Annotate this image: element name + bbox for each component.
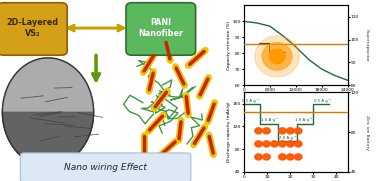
Circle shape bbox=[269, 49, 285, 64]
Circle shape bbox=[287, 141, 294, 147]
Text: 0.5 A g⁻¹: 0.5 A g⁻¹ bbox=[242, 98, 259, 103]
Circle shape bbox=[279, 141, 286, 147]
Circle shape bbox=[279, 154, 286, 160]
Text: PANI
Nanofiber: PANI Nanofiber bbox=[138, 18, 183, 38]
Circle shape bbox=[262, 43, 292, 70]
Circle shape bbox=[263, 128, 270, 134]
Circle shape bbox=[255, 128, 262, 134]
Circle shape bbox=[287, 128, 294, 134]
X-axis label: Cycle number: Cycle number bbox=[280, 94, 311, 98]
FancyBboxPatch shape bbox=[0, 3, 67, 55]
Circle shape bbox=[255, 141, 262, 147]
FancyBboxPatch shape bbox=[126, 3, 196, 55]
Y-axis label: Supercapacitor: Supercapacitor bbox=[365, 29, 369, 62]
Polygon shape bbox=[2, 112, 94, 167]
Text: 0.5 A g⁻¹: 0.5 A g⁻¹ bbox=[314, 98, 331, 103]
Circle shape bbox=[271, 141, 278, 147]
Circle shape bbox=[287, 154, 294, 160]
Circle shape bbox=[263, 154, 270, 160]
Circle shape bbox=[294, 128, 302, 134]
Circle shape bbox=[279, 128, 286, 134]
FancyBboxPatch shape bbox=[20, 153, 191, 181]
X-axis label: Cycle number: Cycle number bbox=[280, 180, 311, 181]
Polygon shape bbox=[2, 58, 94, 167]
Circle shape bbox=[263, 141, 270, 147]
Circle shape bbox=[255, 36, 299, 77]
Y-axis label: Discharge capacity (mAh/g): Discharge capacity (mAh/g) bbox=[227, 102, 231, 162]
Circle shape bbox=[255, 154, 262, 160]
Text: 1.0 A g⁻¹: 1.0 A g⁻¹ bbox=[260, 118, 278, 123]
Polygon shape bbox=[2, 58, 94, 112]
Y-axis label: Capacity retention (%): Capacity retention (%) bbox=[227, 21, 231, 70]
Text: 2.0 A g⁻¹: 2.0 A g⁻¹ bbox=[279, 136, 296, 140]
Text: Nano wiring Effect: Nano wiring Effect bbox=[64, 163, 147, 172]
Text: 1.0 A g⁻¹: 1.0 A g⁻¹ bbox=[295, 118, 313, 123]
Circle shape bbox=[294, 154, 302, 160]
Circle shape bbox=[294, 141, 302, 147]
Y-axis label: Zinc ion Battery: Zinc ion Battery bbox=[365, 115, 369, 150]
Text: 2D-Layered
VS₂: 2D-Layered VS₂ bbox=[6, 18, 59, 38]
